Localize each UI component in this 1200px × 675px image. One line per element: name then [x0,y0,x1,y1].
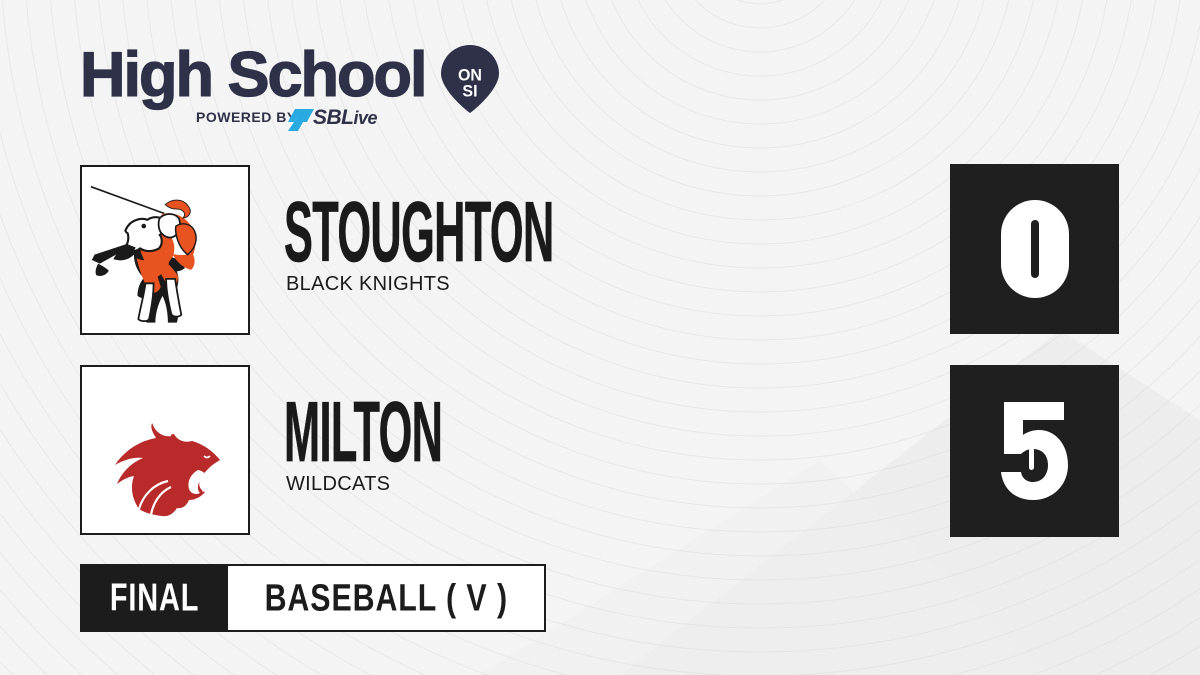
svg-text:SI: SI [462,82,477,100]
